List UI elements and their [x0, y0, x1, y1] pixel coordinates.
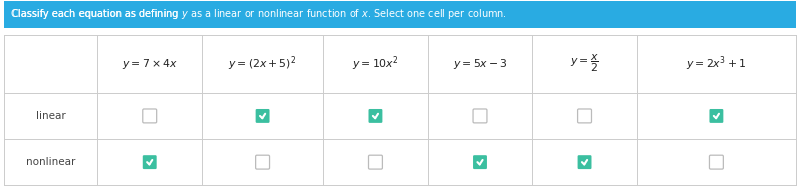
Text: linear: linear — [36, 111, 66, 121]
FancyBboxPatch shape — [369, 109, 382, 123]
Text: Classify each equation as defining $y$ as a linear or nonlinear function of $x$.: Classify each equation as defining $y$ a… — [11, 7, 507, 21]
FancyBboxPatch shape — [710, 155, 723, 169]
FancyBboxPatch shape — [256, 109, 270, 123]
Text: nonlinear: nonlinear — [26, 157, 75, 167]
Text: $y = (2x + 5)^2$: $y = (2x + 5)^2$ — [229, 54, 297, 73]
Text: Classify each equation as defining: Classify each equation as defining — [11, 9, 182, 19]
FancyBboxPatch shape — [256, 155, 270, 169]
Text: $y = 7 \times 4x$: $y = 7 \times 4x$ — [122, 57, 178, 71]
FancyBboxPatch shape — [710, 109, 723, 123]
Text: $y = 2x^3 + 1$: $y = 2x^3 + 1$ — [686, 54, 746, 73]
FancyBboxPatch shape — [473, 155, 487, 169]
FancyBboxPatch shape — [369, 155, 382, 169]
FancyBboxPatch shape — [142, 109, 157, 123]
Text: $y = 5x - 3$: $y = 5x - 3$ — [453, 57, 507, 71]
Text: $y = 10x^2$: $y = 10x^2$ — [352, 54, 399, 73]
Text: $y = \dfrac{x}{2}$: $y = \dfrac{x}{2}$ — [570, 53, 599, 74]
FancyBboxPatch shape — [473, 109, 487, 123]
FancyBboxPatch shape — [578, 155, 591, 169]
FancyBboxPatch shape — [4, 1, 796, 27]
FancyBboxPatch shape — [578, 109, 591, 123]
FancyBboxPatch shape — [142, 155, 157, 169]
